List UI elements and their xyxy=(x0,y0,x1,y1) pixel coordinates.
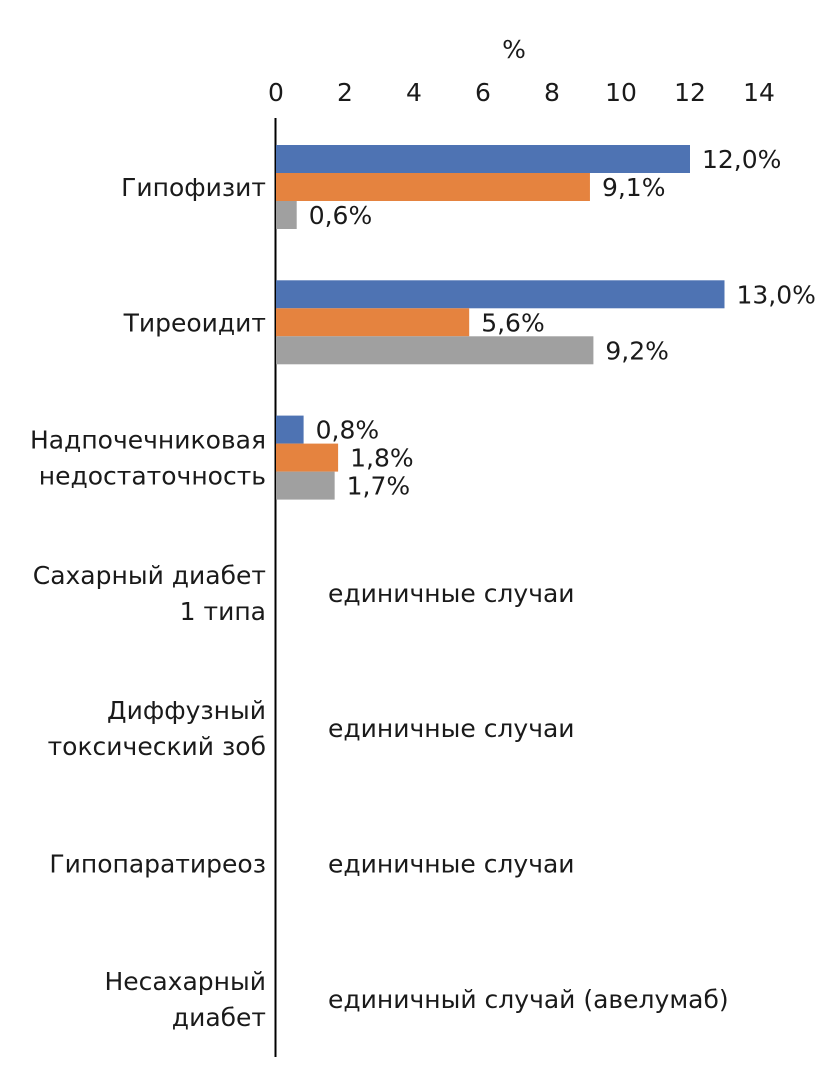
category-label: Сахарный диабет xyxy=(33,561,266,590)
category-label: Несахарный xyxy=(104,967,266,996)
category-label: диабет xyxy=(172,1003,266,1032)
bar xyxy=(276,308,470,337)
bar xyxy=(276,145,690,173)
bar xyxy=(276,201,297,229)
bar xyxy=(276,173,590,201)
x-tick-label: 2 xyxy=(337,78,353,107)
x-tick-label: 10 xyxy=(605,78,637,107)
x-tick-label: 12 xyxy=(674,78,706,107)
data-label: 1,7% xyxy=(347,472,411,501)
category-label: токсический зоб xyxy=(48,732,266,761)
data-label: 1,8% xyxy=(350,444,414,473)
annotation-text: единичные случаи xyxy=(328,850,575,879)
data-label: 9,2% xyxy=(605,336,669,365)
data-label: 12,0% xyxy=(702,145,781,174)
data-label: 13,0% xyxy=(737,280,816,309)
x-tick-label: 6 xyxy=(475,78,491,107)
bar xyxy=(276,443,339,472)
category-label: недостаточность xyxy=(39,462,266,491)
x-tick-label: 8 xyxy=(544,78,560,107)
x-tick-label: 14 xyxy=(743,78,775,107)
data-label: 0,8% xyxy=(316,416,380,445)
category-label: Гипопаратиреоз xyxy=(49,850,266,879)
bar xyxy=(276,336,594,365)
annotation-text: единичные случаи xyxy=(328,714,575,743)
annotation-text: единичный случай (авелумаб) xyxy=(328,985,729,1014)
data-label: 0,6% xyxy=(309,201,373,230)
category-label: Диффузный xyxy=(107,696,266,725)
category-label: Тиреоидит xyxy=(123,308,266,337)
x-tick-label: 4 xyxy=(406,78,422,107)
category-label: 1 типа xyxy=(180,597,266,626)
axis-unit-label: % xyxy=(502,35,526,64)
bar xyxy=(276,280,725,309)
data-label: 9,1% xyxy=(602,173,666,202)
x-tick-label: 0 xyxy=(268,78,284,107)
bar xyxy=(276,415,304,444)
annotation-text: единичные случаи xyxy=(328,579,575,608)
category-label: Надпочечниковая xyxy=(30,426,266,455)
bar xyxy=(276,471,335,500)
category-label: Гипофизит xyxy=(121,173,266,202)
data-label: 5,6% xyxy=(481,308,545,337)
